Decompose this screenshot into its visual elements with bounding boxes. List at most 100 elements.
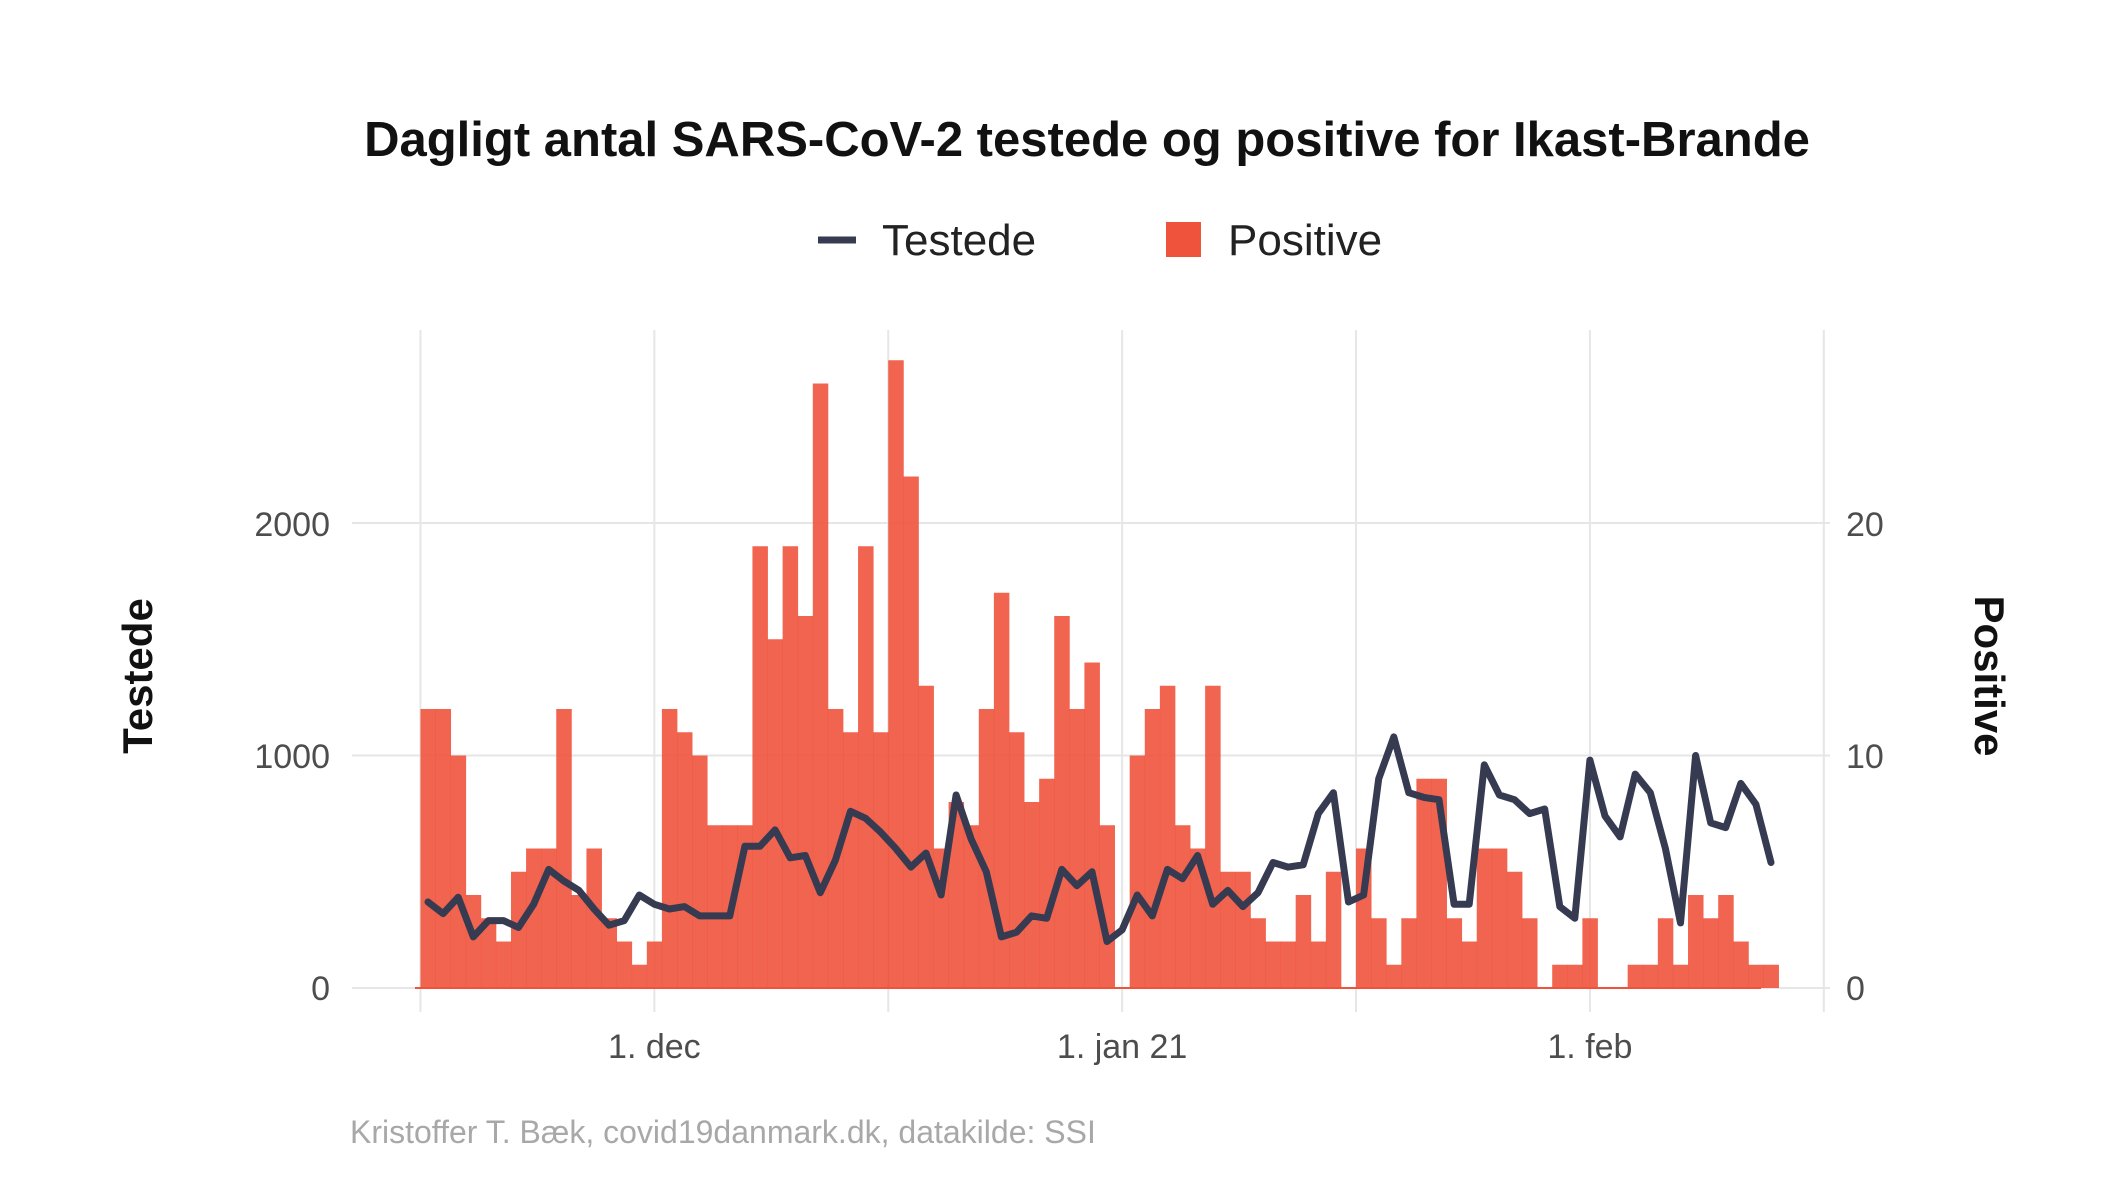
positive-bar-70 — [1476, 848, 1493, 988]
positive-bar-81 — [1642, 964, 1659, 988]
y-left-tick-1000: 1000 — [254, 738, 330, 776]
positive-bar-31 — [888, 360, 904, 988]
positive-bar-38 — [993, 592, 1010, 988]
positive-bar-43 — [1069, 709, 1085, 988]
positive-bar-5 — [495, 941, 512, 988]
positive-bar-63 — [1371, 918, 1387, 988]
x-ticks: 1. dec 1. jan 21 1. feb — [608, 1028, 1632, 1066]
positive-bar-30 — [873, 732, 889, 988]
positive-bar-65 — [1401, 918, 1417, 988]
positive-bar-88 — [1748, 964, 1764, 988]
positive-bar-59 — [1310, 941, 1327, 988]
positive-bar-84 — [1688, 895, 1704, 988]
positive-bar-32 — [903, 476, 919, 988]
positive-bar-68 — [1446, 918, 1463, 988]
positive-bar-25 — [797, 616, 814, 988]
positive-bar-58 — [1295, 895, 1312, 988]
positive-bar-23 — [767, 639, 784, 988]
positive-bar-15 — [646, 941, 663, 988]
positive-bar-40 — [1024, 802, 1040, 988]
positive-bar-9 — [556, 709, 572, 988]
legend-positive-symbol — [1166, 222, 1201, 257]
positive-bar-71 — [1491, 848, 1508, 988]
positive-bar-7 — [526, 848, 542, 988]
positive-bar-28 — [842, 732, 859, 988]
positive-bar-19 — [707, 825, 723, 988]
y-right-tick-10: 10 — [1846, 738, 1884, 776]
chart-title: Dagligt antal SARS-CoV-2 testede og posi… — [364, 113, 1810, 167]
positive-bar-45 — [1099, 825, 1115, 988]
positive-bar-55 — [1250, 918, 1266, 988]
legend-testede-label: Testede — [882, 216, 1036, 265]
positive-bar-41 — [1039, 778, 1055, 988]
positive-bar-52 — [1205, 685, 1221, 988]
testede-line — [424, 733, 1775, 945]
positive-bar-64 — [1386, 964, 1402, 988]
y-left-axis-title: Testede — [114, 598, 161, 754]
positive-bar-24 — [782, 546, 799, 988]
positive-bar-57 — [1280, 941, 1297, 988]
x-tick-0: 1. dec — [608, 1028, 701, 1066]
positive-bar-77 — [1582, 918, 1598, 988]
y-left-tick-0: 0 — [311, 970, 330, 1008]
y-left-tick-2000: 2000 — [254, 506, 330, 544]
positive-bar-10 — [571, 895, 587, 988]
positive-bar-4 — [480, 918, 497, 988]
positive-bar-42 — [1054, 616, 1070, 988]
legend: Testede Positive — [818, 216, 1382, 265]
positive-bar-69 — [1461, 941, 1478, 988]
positive-bar-13 — [616, 941, 633, 988]
positive-bar-12 — [601, 918, 618, 988]
positive-bar-16 — [661, 709, 678, 988]
positive-bar-49 — [1159, 685, 1176, 988]
positive-bar-48 — [1144, 709, 1161, 988]
y-right-tick-20: 20 — [1846, 506, 1884, 544]
positive-bar-35 — [948, 802, 965, 988]
positive-bar-85 — [1703, 918, 1719, 988]
positive-bar-3 — [465, 895, 482, 988]
positive-bar-76 — [1567, 964, 1583, 988]
positive-bar-0 — [420, 709, 436, 988]
positive-bar-60 — [1325, 871, 1342, 988]
positive-bar-1 — [435, 709, 452, 988]
positive-bar-26 — [812, 383, 829, 988]
positive-bar-89 — [1763, 964, 1779, 988]
positive-bar-72 — [1506, 871, 1523, 988]
positive-bar-22 — [752, 546, 768, 988]
y-right-tick-0: 0 — [1846, 970, 1865, 1008]
positive-bar-47 — [1129, 755, 1146, 988]
positive-bar-36 — [963, 825, 980, 988]
positive-bar-2 — [450, 755, 467, 988]
positive-bar-83 — [1672, 964, 1689, 988]
positive-bar-73 — [1522, 918, 1538, 988]
positive-bar-44 — [1084, 662, 1100, 988]
y-right-ticks: 0 10 20 — [1846, 506, 1884, 1008]
positive-bar-80 — [1627, 964, 1644, 988]
positive-bar-82 — [1657, 918, 1674, 988]
positive-bar-56 — [1265, 941, 1281, 988]
positive-bar-50 — [1174, 825, 1191, 988]
positive-bars — [420, 360, 1779, 988]
positive-bar-11 — [586, 848, 602, 988]
y-right-axis-title: Positive — [1966, 595, 2013, 756]
positive-bar-39 — [1008, 732, 1025, 988]
x-tick-2: 1. feb — [1547, 1028, 1632, 1066]
legend-positive-label: Positive — [1228, 216, 1382, 265]
caption: Kristoffer T. Bæk, covid19danmark.dk, da… — [350, 1114, 1096, 1150]
positive-bar-14 — [631, 964, 648, 988]
positive-bar-33 — [918, 685, 934, 988]
positive-bar-87 — [1733, 941, 1749, 988]
positive-bar-54 — [1235, 871, 1251, 988]
positive-bar-86 — [1718, 895, 1734, 988]
positive-bar-66 — [1416, 778, 1432, 988]
positive-bar-51 — [1190, 848, 1206, 988]
positive-bar-29 — [858, 546, 874, 988]
positive-bar-18 — [692, 755, 708, 988]
positive-bar-37 — [978, 709, 995, 988]
positive-bar-53 — [1220, 871, 1236, 988]
y-left-ticks: 0 1000 2000 — [254, 506, 330, 1008]
positive-bar-17 — [676, 732, 693, 988]
x-tick-1: 1. jan 21 — [1057, 1028, 1187, 1066]
positive-bar-75 — [1552, 964, 1568, 988]
